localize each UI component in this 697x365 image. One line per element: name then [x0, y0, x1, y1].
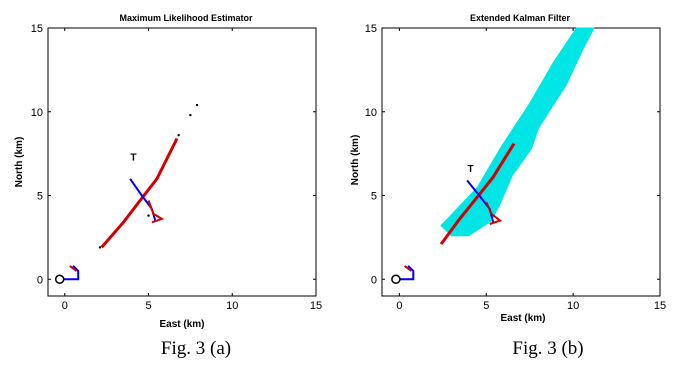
scatter-point [98, 246, 102, 249]
y-tick-label: 15 [31, 23, 43, 35]
data-marks: T [391, 27, 595, 284]
x-tick-label: 0 [62, 300, 68, 312]
observer-track [395, 265, 415, 281]
y-tick-label: 5 [37, 191, 43, 203]
x-tick-label: 5 [483, 300, 489, 312]
estimate-band [439, 142, 516, 245]
y-tick-label: 0 [371, 274, 377, 286]
scatter-point [189, 113, 192, 117]
chart-title: Maximum Likelihood Estimator [119, 13, 253, 23]
observer-origin [391, 274, 401, 284]
target-leg [147, 200, 165, 224]
panel-b: Extended Kalman Filter T 0 5 10 15 0 5 10 15 Ea… [350, 13, 666, 359]
y-axis-label: North (km) [14, 137, 25, 188]
observer-leg [69, 265, 78, 272]
x-tick-label: 10 [226, 300, 238, 312]
plot-frame [47, 27, 317, 297]
y-axis-label: North (km) [350, 135, 361, 186]
observer-leg [404, 265, 413, 272]
scatter-point [147, 214, 150, 217]
estimate-band [100, 137, 179, 249]
y-tick-label: 10 [31, 107, 43, 119]
target-track [466, 179, 495, 223]
scatter-point [195, 103, 199, 107]
figure-caption: Fig. 3 (a) [161, 338, 231, 359]
target-label: T [468, 164, 474, 175]
y-tick-label: 5 [371, 191, 377, 203]
y-tick-label: 0 [37, 274, 43, 286]
y-tick-label: 10 [365, 107, 377, 119]
observer-origin [54, 274, 65, 284]
scatter-point [177, 134, 180, 137]
y-tick-label: 15 [365, 23, 377, 35]
uncertainty-region [440, 27, 595, 237]
x-tick-label: 15 [654, 300, 666, 312]
observer-track [59, 265, 80, 281]
x-tick-label: 15 [310, 300, 322, 312]
plot-frame [381, 27, 661, 297]
target-leg [485, 201, 503, 225]
target-label: T [130, 152, 136, 163]
panel-a: Maximum Likelihood Estimator T 0 5 10 15 0 5 1… [14, 13, 322, 359]
data-marks: T [54, 103, 199, 284]
x-tick-label: 5 [145, 300, 151, 312]
x-axis-label: East (km) [159, 319, 204, 330]
chart-title: Extended Kalman Filter [470, 13, 571, 23]
tick-labels: 0 5 10 15 0 5 10 15 [31, 23, 322, 312]
tick-labels: 0 5 10 15 0 5 10 15 [365, 23, 666, 312]
x-tick-label: 0 [396, 300, 402, 312]
x-tick-label: 10 [567, 300, 579, 312]
x-axis-label: East (km) [500, 313, 545, 324]
figure-caption: Fig. 3 (b) [512, 338, 583, 359]
